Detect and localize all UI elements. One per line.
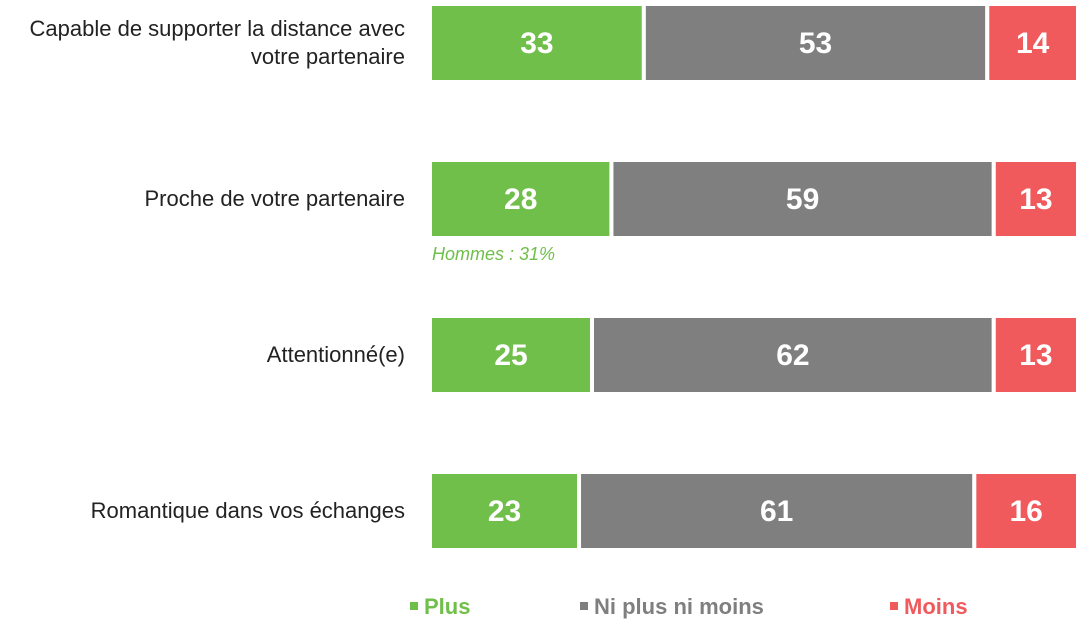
bar-segment bbox=[985, 2, 1081, 84]
category-label: Romantique dans vos échanges bbox=[90, 498, 405, 523]
legend-label: Moins bbox=[904, 594, 968, 619]
legend-label: Ni plus ni moins bbox=[594, 594, 764, 619]
category-label: Proche de votre partenaire bbox=[144, 186, 406, 211]
value-label: 13 bbox=[1019, 339, 1052, 372]
legend-swatch bbox=[580, 602, 588, 610]
value-label: 59 bbox=[786, 183, 819, 216]
legend-swatch bbox=[890, 602, 898, 610]
bar-segment bbox=[991, 158, 1081, 240]
value-label: 33 bbox=[520, 27, 553, 60]
bar-segment bbox=[641, 2, 990, 84]
value-label: 28 bbox=[504, 183, 537, 216]
bar-segment bbox=[609, 158, 996, 240]
bar-segment bbox=[428, 2, 646, 84]
category-label: Attentionné(e) bbox=[266, 342, 405, 367]
value-label: 62 bbox=[776, 339, 809, 372]
value-label: 16 bbox=[1009, 495, 1042, 528]
value-label: 13 bbox=[1019, 183, 1052, 216]
bar-segment bbox=[428, 314, 594, 396]
legend-label: Plus bbox=[424, 594, 470, 619]
bar-segment bbox=[590, 314, 996, 396]
value-label: 14 bbox=[1016, 27, 1050, 60]
value-label: 25 bbox=[494, 339, 527, 372]
value-label: 61 bbox=[760, 495, 793, 528]
category-label: Capable de supporter la distance avec vo… bbox=[29, 16, 405, 69]
bar-segment bbox=[991, 314, 1081, 396]
annotation: Hommes : 31% bbox=[432, 244, 555, 264]
value-label: 23 bbox=[488, 495, 521, 528]
legend-swatch bbox=[410, 602, 418, 610]
value-label: 53 bbox=[799, 27, 832, 60]
bar-segment bbox=[428, 470, 582, 552]
bar-segment bbox=[972, 470, 1081, 552]
